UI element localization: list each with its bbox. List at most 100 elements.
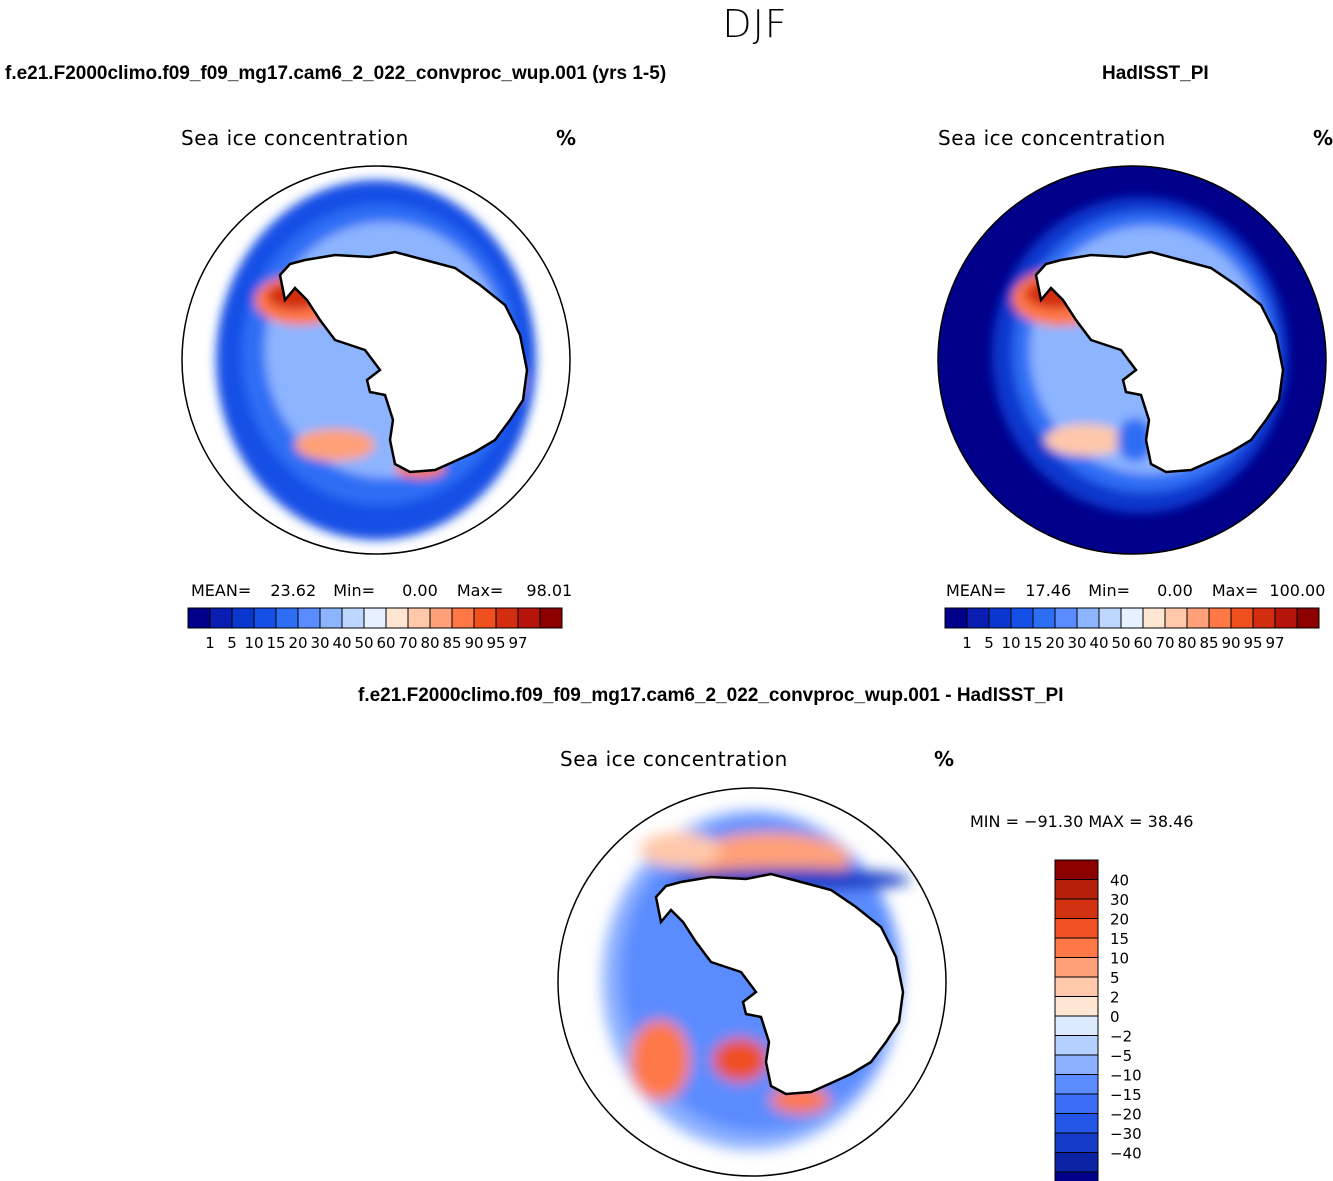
- model-mean-value: 23.62: [270, 581, 317, 600]
- obs-max-label: Max=: [1211, 581, 1259, 600]
- colorbar-tick-label: 1: [962, 634, 972, 652]
- colorbar-box: [429, 607, 453, 629]
- colorbar-tick-label: 0: [1110, 1008, 1120, 1026]
- season-title: DJF: [722, 2, 788, 46]
- colorbar-tick-label: −15: [1110, 1086, 1142, 1104]
- obs-min-value: 0.00: [1157, 581, 1193, 600]
- colorbar-tick-label: 97: [1265, 634, 1284, 652]
- colorbar-tick-label: 15: [266, 634, 285, 652]
- colorbar-box: [1208, 607, 1232, 629]
- colorbar-tick-label: 20: [1110, 911, 1129, 929]
- colorbar-tick-label: 40: [1089, 634, 1108, 652]
- colorbar-tick-label: 2: [1110, 989, 1120, 1007]
- colorbar-box: [1054, 1054, 1099, 1075]
- colorbar-box: [1054, 1171, 1099, 1181]
- colorbar-tick-label: 40: [1110, 872, 1129, 890]
- diff-case-title: f.e21.F2000climo.f09_f09_mg17.cam6_2_022…: [358, 685, 1064, 706]
- colorbar-box: [1054, 859, 1099, 880]
- model-units: %: [556, 126, 577, 150]
- colorbar-tick-label: 5: [984, 634, 994, 652]
- obs-mean-value: 17.46: [1025, 581, 1072, 600]
- colorbar-tick-label: 60: [376, 634, 395, 652]
- colorbar-tick-label: −20: [1110, 1106, 1142, 1124]
- colorbar-box: [231, 607, 255, 629]
- colorbar-tick-label: 5: [227, 634, 237, 652]
- colorbar-box: [1054, 1035, 1099, 1056]
- colorbar-box: [1054, 1015, 1099, 1036]
- colorbar-tick-label: 95: [486, 634, 505, 652]
- colorbar-box: [1230, 607, 1254, 629]
- colorbar-box: [1186, 607, 1210, 629]
- colorbar-box: [1274, 607, 1298, 629]
- colorbar-box: [1076, 607, 1100, 629]
- colorbar-box: [341, 607, 365, 629]
- obs-max-value: 100.00: [1269, 581, 1326, 600]
- diff-minmax: MIN = −91.30 MAX = 38.46: [970, 812, 1194, 831]
- model-plot-title: Sea ice concentration: [181, 126, 409, 150]
- colorbar-tick-label: 60: [1133, 634, 1152, 652]
- obs-colorbar: 1 5 10 15 20 30 40 50 60 70 80 85 90 95 97: [944, 607, 1320, 652]
- colorbar-box: [1054, 976, 1099, 997]
- obs-stats: MEAN= 17.46 Min= 0.00 Max= 100.00: [946, 581, 1325, 600]
- colorbar-box: [1054, 898, 1099, 919]
- colorbar-tick-label: −30: [1110, 1125, 1142, 1143]
- colorbar-box: [1098, 607, 1122, 629]
- colorbar-box: [297, 607, 321, 629]
- colorbar-box: [1010, 607, 1034, 629]
- colorbar-box: [1054, 1152, 1099, 1173]
- colorbar-tick-label: −2: [1110, 1028, 1132, 1046]
- colorbar-box: [1296, 607, 1320, 629]
- model-max-label: Max=: [456, 581, 504, 600]
- colorbar-tick-label: 70: [398, 634, 417, 652]
- colorbar-box: [1054, 1132, 1099, 1153]
- obs-min-label: Min=: [1088, 581, 1131, 600]
- colorbar-box: [966, 607, 990, 629]
- model-colorbar: 1 5 10 15 20 30 40 50 60 70 80 85 90 95 97: [187, 607, 563, 652]
- colorbar-tick-label: −10: [1110, 1067, 1142, 1085]
- colorbar-tick-label: 80: [420, 634, 439, 652]
- colorbar-tick-label: 97: [508, 634, 527, 652]
- obs-mean-label: MEAN=: [946, 581, 1007, 600]
- colorbar-box: [187, 607, 211, 629]
- colorbar-box: [1032, 607, 1056, 629]
- model-min-value: 0.00: [402, 581, 438, 600]
- colorbar-box: [1054, 1093, 1099, 1114]
- colorbar-box: [539, 607, 563, 629]
- colorbar-tick-label: 70: [1155, 634, 1174, 652]
- colorbar-tick-label: 50: [1111, 634, 1130, 652]
- model-map: [181, 165, 571, 555]
- colorbar-tick-label: 20: [288, 634, 307, 652]
- model-max-value: 98.01: [526, 581, 573, 600]
- colorbar-tick-label: 90: [1221, 634, 1240, 652]
- colorbar-tick-label: 30: [1110, 891, 1129, 909]
- obs-plot-title: Sea ice concentration: [938, 126, 1166, 150]
- obs-map: [937, 165, 1327, 555]
- colorbar-box: [1054, 937, 1099, 958]
- colorbar-box: [473, 607, 497, 629]
- colorbar-box: [1054, 607, 1078, 629]
- colorbar-box: [385, 607, 409, 629]
- colorbar-box: [253, 607, 277, 629]
- colorbar-tick-label: 5: [1110, 969, 1120, 987]
- diff-map: [557, 787, 947, 1177]
- model-min-label: Min=: [333, 581, 376, 600]
- obs-case-title: HadISST_PI: [1102, 63, 1209, 84]
- colorbar-box: [451, 607, 475, 629]
- obs-units: %: [1313, 126, 1333, 150]
- colorbar-box: [1054, 1074, 1099, 1095]
- colorbar-tick-label: 10: [244, 634, 263, 652]
- colorbar-box: [1054, 918, 1099, 939]
- colorbar-box: [209, 607, 233, 629]
- colorbar-box: [319, 607, 343, 629]
- colorbar-tick-label: 10: [1001, 634, 1020, 652]
- colorbar-tick-label: 15: [1110, 930, 1129, 948]
- model-stats: MEAN= 23.62 Min= 0.00 Max= 98.01: [191, 581, 572, 600]
- colorbar-box: [1054, 1113, 1099, 1134]
- model-mean-label: MEAN=: [191, 581, 252, 600]
- colorbar-tick-label: 90: [464, 634, 483, 652]
- colorbar-box: [1142, 607, 1166, 629]
- colorbar-box: [275, 607, 299, 629]
- colorbar-box: [495, 607, 519, 629]
- colorbar-tick-label: −40: [1110, 1145, 1142, 1163]
- colorbar-box: [988, 607, 1012, 629]
